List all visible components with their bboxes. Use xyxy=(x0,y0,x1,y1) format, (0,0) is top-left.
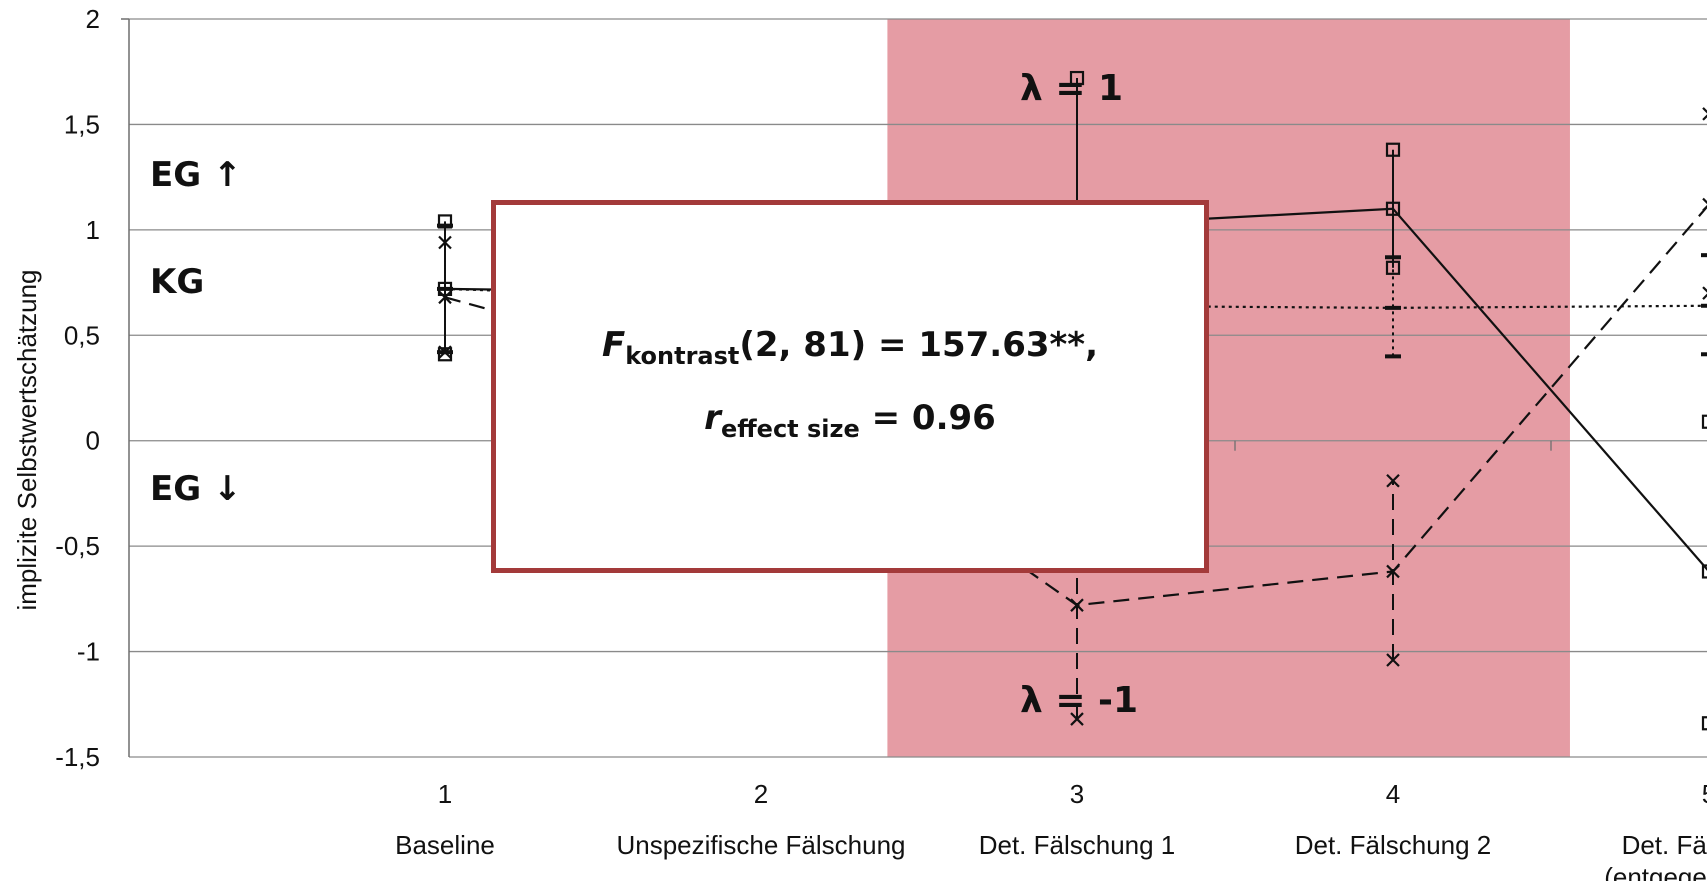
effect-size-line: reffect size = 0.96 xyxy=(704,387,996,460)
x-category-label: Det. Fälschung 2 xyxy=(1295,830,1492,860)
data-point xyxy=(1701,564,1707,579)
data-point xyxy=(1702,197,1707,212)
y-tick-label: 0 xyxy=(86,426,100,456)
data-point xyxy=(1386,473,1400,488)
x-tick-label: 1 xyxy=(438,779,452,809)
data-point xyxy=(1385,201,1401,216)
x-tick-label: 4 xyxy=(1386,779,1400,809)
y-tick-label: 1 xyxy=(86,215,100,245)
f-subscript: kontrast xyxy=(625,341,740,370)
y-axis-label: implizite Selbstwertschätzung xyxy=(12,269,42,610)
data-point xyxy=(438,235,452,250)
r-subscript: effect size xyxy=(720,414,860,443)
x-category-label: Baseline xyxy=(395,830,495,860)
annotation-eg-down: EG ↓ xyxy=(150,469,241,509)
annotation-kg: KG xyxy=(150,262,204,302)
data-point xyxy=(1385,260,1401,275)
data-point xyxy=(1070,598,1084,612)
data-point xyxy=(438,290,452,305)
data-point xyxy=(1701,716,1707,731)
x-tick-label: 2 xyxy=(754,779,768,809)
y-tick-label: 2 xyxy=(86,4,100,34)
x-tick-label: 3 xyxy=(1070,779,1084,809)
f-symbol: F xyxy=(601,324,626,365)
data-point xyxy=(1386,653,1400,667)
data-point xyxy=(1702,107,1707,121)
annotation-lambda-bottom: λ = -1 xyxy=(1020,680,1138,721)
y-tick-label: -0,5 xyxy=(55,531,100,561)
y-tick-label: 0,5 xyxy=(64,320,100,350)
data-point xyxy=(1069,70,1085,86)
x-tick-label: 5 xyxy=(1702,779,1707,809)
y-tick-label: 1,5 xyxy=(64,109,100,139)
x-category-label: Det. Fälschung xyxy=(1622,830,1707,860)
r-symbol: r xyxy=(704,397,721,438)
x-category-label: Det. Fälschung 1 xyxy=(979,830,1176,860)
annotation-eg-up: EG ↑ xyxy=(150,155,241,195)
data-point xyxy=(1386,564,1400,579)
data-point xyxy=(1701,414,1707,429)
f-value: (2, 81) = 157.63**, xyxy=(739,324,1099,365)
r-value: = 0.96 xyxy=(859,397,996,438)
data-point xyxy=(1070,712,1084,726)
x-category-label: Unspezifische Fälschung xyxy=(616,830,905,860)
data-point xyxy=(1385,142,1401,157)
data-point xyxy=(1702,286,1707,300)
x-category-label: (entgegengesetzt) xyxy=(1604,862,1707,881)
f-contrast-line: Fkontrast(2, 81) = 157.63**, xyxy=(602,314,1098,387)
statistics-box: Fkontrast(2, 81) = 157.63**, reffect siz… xyxy=(491,200,1209,573)
y-tick-label: -1 xyxy=(77,637,100,667)
annotation-lambda-top: λ = 1 xyxy=(1020,68,1123,109)
y-tick-label: -1,5 xyxy=(55,742,100,772)
